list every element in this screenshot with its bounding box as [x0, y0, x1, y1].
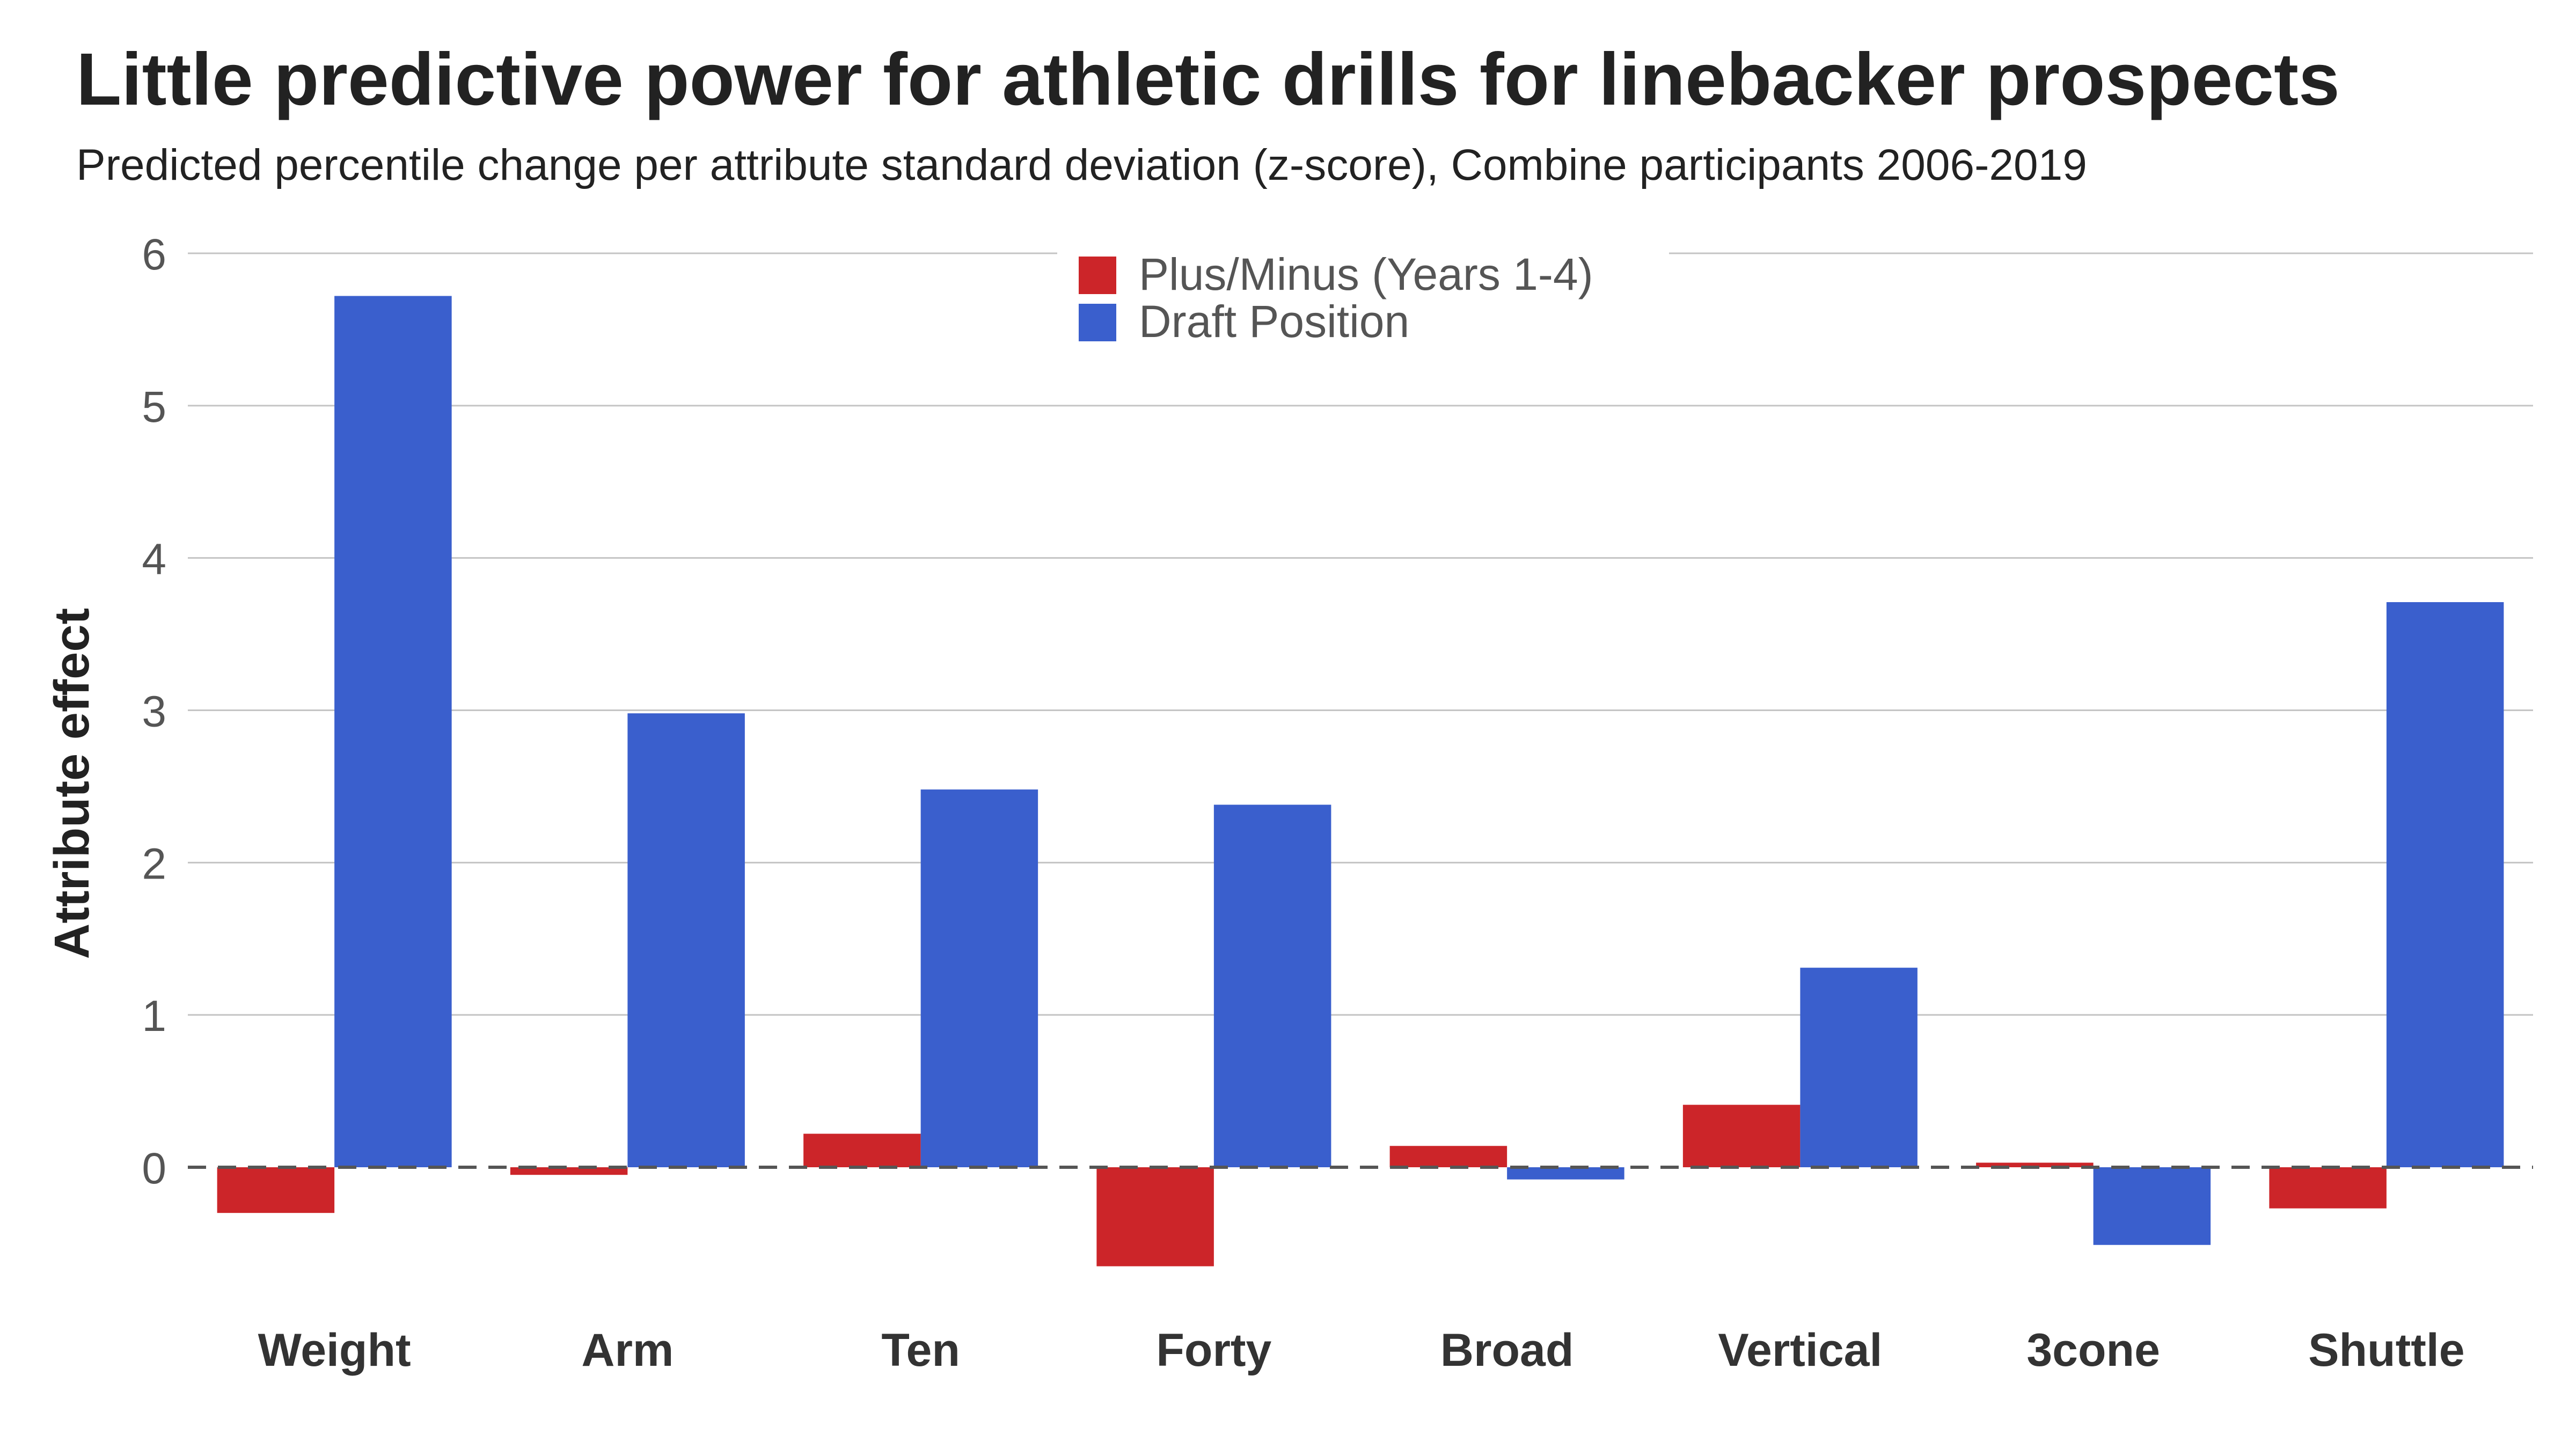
- bar-plus-minus-vertical: [1682, 1104, 1801, 1167]
- y-tick-label: 2: [142, 839, 166, 888]
- x-tick-label: Ten: [881, 1324, 960, 1376]
- bar-plus-minus-broad: [1389, 1146, 1507, 1167]
- legend-label: Draft Position: [1139, 296, 1409, 347]
- bar-plus-minus-forty: [1096, 1167, 1214, 1267]
- x-axis-categories: Weight Arm Ten Forty Broad Vertical 3cone Shutt…: [258, 1324, 2465, 1376]
- x-tick-label: Broad: [1440, 1324, 1574, 1376]
- bar-draft-position-forty: [1213, 804, 1331, 1167]
- legend-swatch: [1079, 257, 1116, 294]
- y-tick-label: 4: [142, 535, 166, 584]
- y-tick-label: 5: [142, 383, 166, 431]
- y-tick-label: 1: [142, 992, 166, 1041]
- bar-draft-position-weight: [334, 296, 452, 1167]
- legend-label: Plus/Minus (Years 1-4): [1139, 249, 1593, 299]
- x-tick-label: Shuttle: [2308, 1324, 2464, 1376]
- bar-plus-minus-arm: [510, 1167, 628, 1175]
- bar-draft-position-arm: [627, 713, 745, 1167]
- bar-draft-position-shuttle: [2386, 602, 2504, 1167]
- bar-draft-position-ten: [920, 789, 1038, 1167]
- chart-subtitle: Predicted percentile change per attribut…: [76, 141, 2087, 189]
- legend: Plus/Minus (Years 1-4)Draft Position: [1057, 236, 1669, 392]
- legend-swatch: [1079, 304, 1116, 341]
- bar-plus-minus-shuttle: [2269, 1167, 2387, 1209]
- x-tick-label: Arm: [581, 1324, 674, 1376]
- bar-draft-position-vertical: [1800, 968, 1918, 1167]
- legend-background: [1057, 236, 1669, 392]
- y-axis-ticks: 0 1 2 3 4 5 6: [142, 230, 166, 1193]
- bars: [217, 296, 2504, 1267]
- bar-plus-minus-ten: [803, 1133, 921, 1167]
- bar-plus-minus-weight: [217, 1167, 335, 1213]
- y-axis-label: Attribute effect: [45, 608, 99, 959]
- x-tick-label: Vertical: [1718, 1324, 1882, 1376]
- x-tick-label: Forty: [1156, 1324, 1271, 1376]
- y-tick-label: 6: [142, 230, 166, 279]
- bar-draft-position-3cone: [2093, 1167, 2211, 1245]
- x-tick-label: 3cone: [2026, 1324, 2160, 1376]
- y-tick-label: 3: [142, 687, 166, 736]
- x-tick-label: Weight: [258, 1324, 411, 1376]
- bar-plus-minus-3cone: [1976, 1162, 2094, 1167]
- y-tick-label: 0: [142, 1144, 166, 1193]
- chart-title: Little predictive power for athletic dri…: [76, 38, 2340, 121]
- bar-draft-position-broad: [1507, 1167, 1624, 1180]
